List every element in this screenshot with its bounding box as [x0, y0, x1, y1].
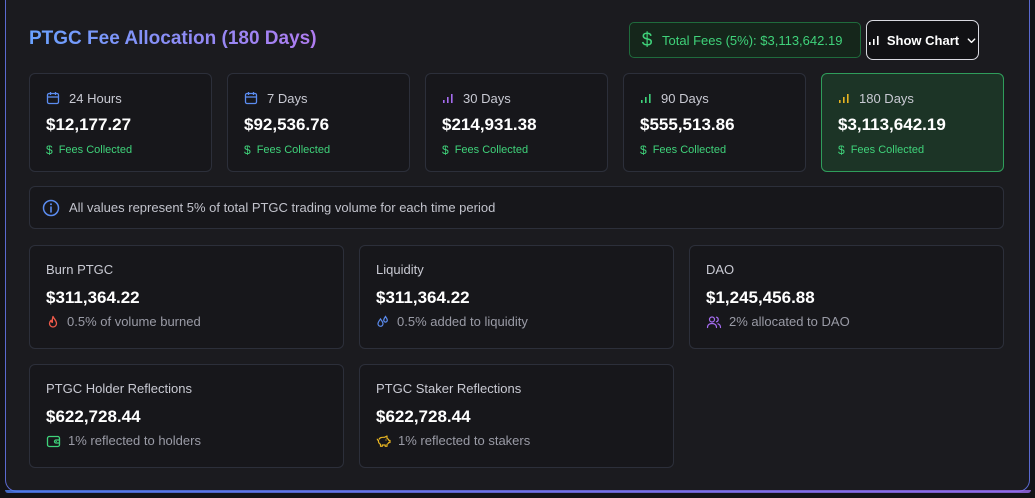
calendar-icon [244, 91, 258, 105]
allocation-value: $311,364.22 [376, 288, 470, 307]
allocation-card-liquidity: Liquidity $311,364.22 0.5% added to liqu… [359, 245, 674, 349]
period-sub: Fees Collected [256, 144, 331, 156]
dollar-icon: $ [46, 143, 53, 157]
fee-allocation-panel: PTGC Fee Allocation (180 Days) $ Total F… [4, 0, 1031, 493]
period-card-30d[interactable]: 30 Days $214,931.38 $ Fees Collected [425, 73, 608, 172]
period-sub: Fees Collected [652, 144, 727, 156]
allocation-card-burn: Burn PTGC $311,364.22 0.5% of volume bur… [29, 245, 344, 349]
dollar-icon: $ [641, 29, 653, 51]
period-card-7d[interactable]: 7 Days $92,536.76 $ Fees Collected [227, 73, 410, 172]
wallet-icon [46, 434, 61, 448]
period-sub: Fees Collected [454, 144, 529, 156]
dollar-icon: $ [838, 143, 845, 157]
bar-chart-icon [442, 92, 454, 104]
allocation-sub: 1% reflected to holders [68, 433, 201, 448]
allocation-sub: 0.5% of volume burned [67, 314, 201, 329]
dollar-icon: $ [442, 143, 449, 157]
bar-chart-icon [838, 92, 850, 104]
droplets-icon [376, 314, 390, 329]
allocation-card-stakers: PTGC Staker Reflections $622,728.44 1% r… [359, 364, 674, 468]
info-notice: All values represent 5% of total PTGC tr… [29, 186, 1004, 229]
page-title: PTGC Fee Allocation (180 Days) [29, 28, 317, 49]
total-fees-badge: $ Total Fees (5%): $3,113,642.19 [629, 22, 861, 58]
period-value: $555,513.86 [640, 115, 735, 134]
period-card-90d[interactable]: 90 Days $555,513.86 $ Fees Collected [623, 73, 806, 172]
users-icon [706, 315, 722, 329]
allocation-sub: 0.5% added to liquidity [397, 314, 528, 329]
allocation-sub: 2% allocated to DAO [729, 314, 850, 329]
allocation-value: $622,728.44 [376, 407, 471, 426]
allocation-value: $1,245,456.88 [706, 288, 815, 307]
period-label: 180 Days [859, 90, 914, 106]
period-card-24h[interactable]: 24 Hours $12,177.27 $ Fees Collected [29, 73, 212, 172]
chevron-down-icon [966, 35, 977, 46]
period-selector: 24 Hours $12,177.27 $ Fees Collected 7 Da… [29, 73, 1004, 173]
allocation-label: PTGC Staker Reflections [376, 381, 522, 396]
allocation-sub: 1% reflected to stakers [398, 433, 531, 448]
period-value: $92,536.76 [244, 115, 330, 134]
allocation-value: $622,728.44 [46, 407, 141, 426]
period-card-180d[interactable]: 180 Days $3,113,642.19 $ Fees Collected [821, 73, 1004, 172]
info-icon [42, 199, 60, 217]
allocation-card-holders: PTGC Holder Reflections $622,728.44 1% r… [29, 364, 344, 468]
allocation-label: PTGC Holder Reflections [46, 381, 192, 396]
total-fees-label: Total Fees (5%): $3,113,642.19 [662, 32, 843, 48]
period-value: $214,931.38 [442, 115, 537, 134]
flame-icon [46, 315, 60, 329]
period-value: $3,113,642.19 [838, 115, 946, 134]
allocation-value: $311,364.22 [46, 288, 140, 307]
show-chart-button[interactable]: Show Chart [866, 20, 979, 60]
bar-chart-icon [868, 34, 880, 46]
allocation-card-dao: DAO $1,245,456.88 2% allocated to DAO [689, 245, 1004, 349]
period-label: 90 Days [661, 90, 709, 106]
allocation-label: DAO [706, 262, 735, 277]
calendar-icon [46, 91, 60, 105]
period-sub: Fees Collected [850, 144, 925, 156]
period-value: $12,177.27 [46, 115, 132, 134]
bar-chart-icon [640, 92, 652, 104]
period-label: 30 Days [463, 90, 511, 106]
show-chart-label: Show Chart [886, 32, 960, 48]
period-label: 24 Hours [69, 90, 122, 106]
dollar-icon: $ [640, 143, 647, 157]
allocation-label: Burn PTGC [46, 262, 114, 277]
allocation-label: Liquidity [376, 262, 424, 277]
dollar-icon: $ [244, 143, 251, 157]
piggy-bank-icon [376, 434, 391, 448]
period-label: 7 Days [267, 90, 308, 106]
period-sub: Fees Collected [58, 144, 133, 156]
info-text: All values represent 5% of total PTGC tr… [69, 200, 496, 215]
